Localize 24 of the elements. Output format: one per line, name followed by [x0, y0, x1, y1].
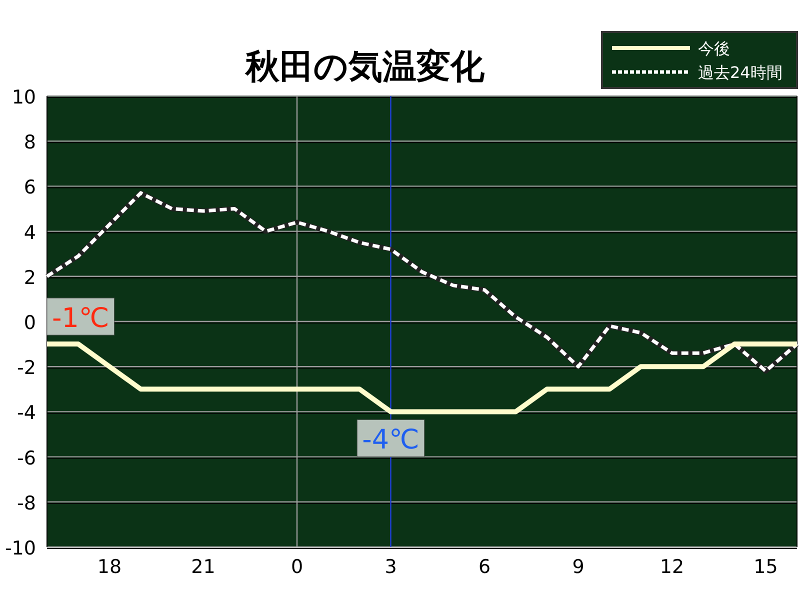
legend-label: 今後 — [698, 39, 730, 58]
y-tick-label: 10 — [12, 86, 36, 108]
y-tick-label: 2 — [24, 266, 36, 289]
legend-label: 過去24時間 — [698, 63, 782, 82]
x-tick-label: 15 — [754, 556, 778, 578]
annotation: -4℃ — [362, 424, 420, 456]
y-tick-label: 0 — [24, 312, 36, 334]
x-tick-label: 9 — [572, 556, 584, 578]
y-tick-label: -6 — [17, 447, 36, 470]
y-tick-label: -10 — [4, 538, 36, 560]
x-tick-label: 21 — [191, 556, 216, 578]
x-tick-label: 6 — [478, 556, 491, 578]
y-tick-label: 6 — [24, 176, 36, 199]
y-tick-label: -2 — [17, 357, 36, 380]
x-tick-label: 3 — [384, 556, 397, 578]
y-tick-label: -4 — [17, 402, 36, 424]
y-tick-label: 8 — [24, 132, 36, 154]
x-tick-label: 18 — [97, 556, 122, 578]
chart-title: 秋田の気温変化 — [244, 47, 486, 87]
y-tick-label: -8 — [17, 492, 36, 514]
x-tick-label: 12 — [660, 556, 684, 578]
y-tick-label: 4 — [24, 222, 36, 244]
x-tick-label: 0 — [290, 556, 304, 578]
annotation: -1℃ — [52, 303, 110, 334]
